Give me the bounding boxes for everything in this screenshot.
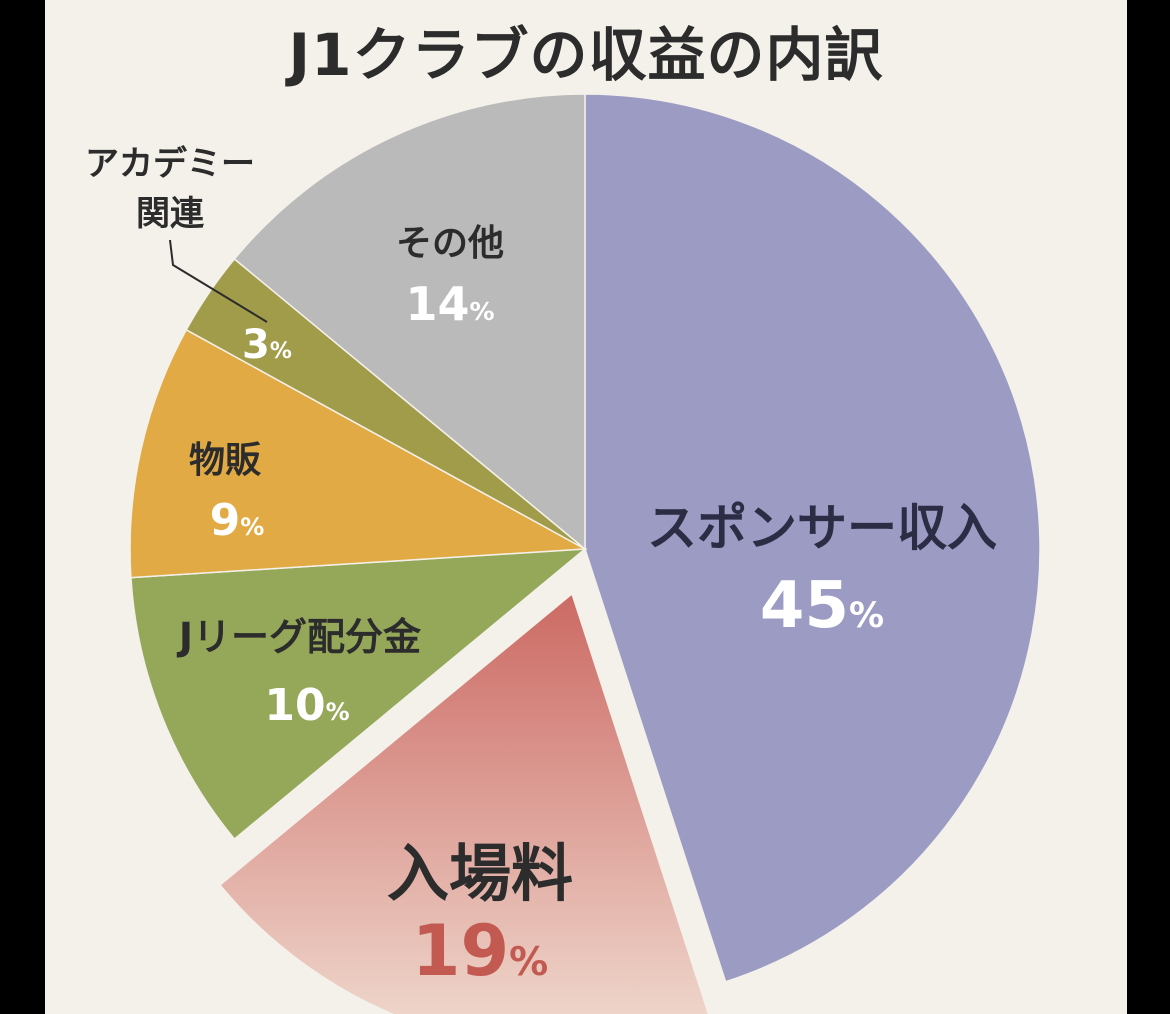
slice-value-5: 14% <box>405 277 494 331</box>
slice-label-5: その他 <box>396 223 504 264</box>
slice-label-3: 物販 <box>189 440 262 481</box>
slice-label-4-line-1: 関連 <box>136 194 205 234</box>
pie-slice-1 <box>221 595 708 1014</box>
pie-slice-3 <box>129 328 588 579</box>
slice-value-4: 3% <box>242 322 292 368</box>
chart-title: J1クラブの収益の内訳 <box>288 21 884 89</box>
slice-label-4-line-0: アカデミー <box>85 144 255 184</box>
slice-value-2: 10% <box>264 680 349 731</box>
pie-slice-5 <box>233 93 586 551</box>
slice-label-0: スポンサー収入 <box>647 499 997 557</box>
leader-line-4 <box>169 239 268 323</box>
chart-panel: J1クラブの収益の内訳 スポンサー収入 45% 入場料 19% Jリーグ配分金 10% 物販… <box>45 0 1127 1014</box>
pie-slice-2 <box>130 548 588 841</box>
slice-value-1: 19% <box>412 910 549 992</box>
slice-label-2: Jリーグ配分金 <box>176 615 422 659</box>
pie-slice-0 <box>584 93 1041 983</box>
slice-value-3: 9% <box>210 495 265 546</box>
slice-label-1: 入場料 <box>387 837 573 910</box>
slice-value-0: 45% <box>760 569 884 643</box>
